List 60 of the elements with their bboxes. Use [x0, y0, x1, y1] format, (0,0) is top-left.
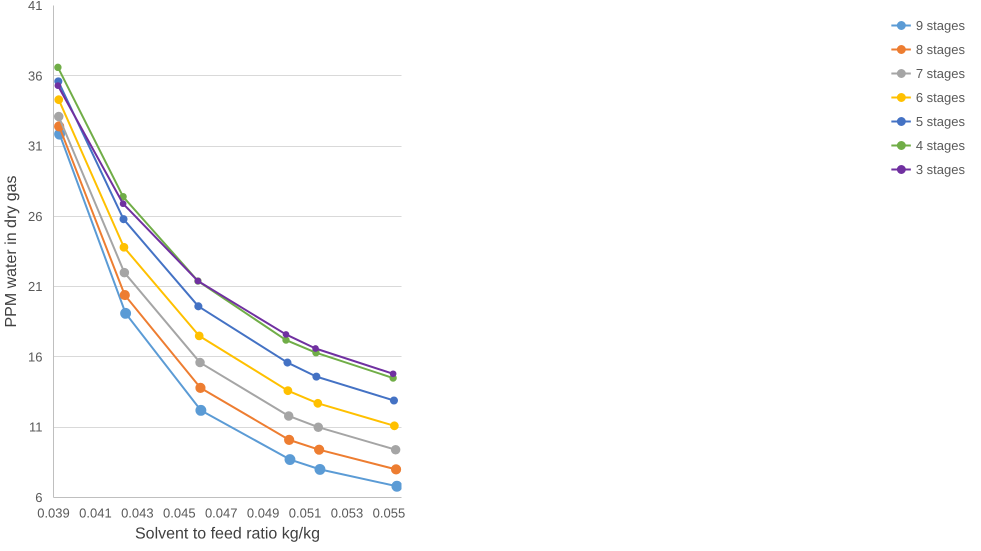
point — [312, 372, 320, 381]
point — [195, 382, 206, 393]
point — [314, 422, 324, 432]
point — [390, 421, 399, 430]
legend-label: 8 stages — [916, 42, 965, 56]
legend-label: 7 stages — [916, 66, 965, 80]
point — [54, 64, 62, 72]
point — [120, 308, 132, 319]
x-axis-title: Solvent to feed ratio kg/kg — [135, 526, 320, 542]
legend-label: 9 stages — [916, 18, 965, 32]
y-axis-title: PPM water in dry gas — [3, 175, 20, 328]
point — [120, 200, 126, 208]
point — [195, 358, 205, 368]
x-tick-label: 0.049 — [246, 506, 280, 520]
y-tick-label: 11 — [29, 420, 43, 435]
x-tick-label: 0.039 — [37, 506, 70, 520]
x-tick-label: 0.047 — [204, 506, 238, 520]
legend-label: 4 stages — [916, 138, 965, 152]
point — [390, 444, 400, 454]
point — [284, 411, 294, 421]
point — [314, 444, 324, 455]
point — [283, 358, 292, 367]
point — [194, 331, 204, 340]
point — [283, 386, 292, 396]
y-tick-label: 31 — [28, 138, 43, 154]
legend-label: 6 stages — [916, 90, 965, 104]
legend-label: 5 stages — [916, 114, 965, 128]
point — [390, 464, 402, 474]
point — [312, 345, 319, 352]
y-tick-label: 16 — [28, 349, 43, 364]
point — [282, 331, 290, 338]
x-tick-label: 0.045 — [163, 506, 196, 520]
point — [54, 112, 64, 122]
point — [120, 242, 128, 252]
point — [54, 82, 62, 89]
point — [120, 290, 130, 300]
y-tick-label: 21 — [28, 279, 43, 294]
point — [119, 215, 128, 224]
x-tick-label: 0.053 — [330, 506, 364, 520]
point — [282, 336, 290, 344]
y-tick-label: 6 — [35, 490, 43, 505]
point — [284, 454, 296, 465]
point — [194, 302, 202, 310]
point — [314, 464, 326, 475]
point — [120, 268, 130, 278]
x-tick-label: 0.043 — [121, 506, 154, 520]
y-tick-label: 26 — [28, 208, 43, 224]
point — [195, 404, 206, 416]
point — [391, 480, 402, 492]
legend-label: 3 stages — [916, 162, 965, 176]
point — [390, 396, 398, 405]
x-tick-label: 0.041 — [79, 506, 112, 520]
point — [390, 370, 396, 378]
point — [284, 434, 294, 445]
x-tick-label: 0.055 — [372, 506, 406, 520]
point — [313, 398, 322, 408]
y-tick-label: 41 — [28, 0, 43, 13]
y-tick-label: 36 — [28, 68, 43, 84]
point — [54, 95, 64, 104]
x-tick-label: 0.051 — [288, 506, 322, 520]
